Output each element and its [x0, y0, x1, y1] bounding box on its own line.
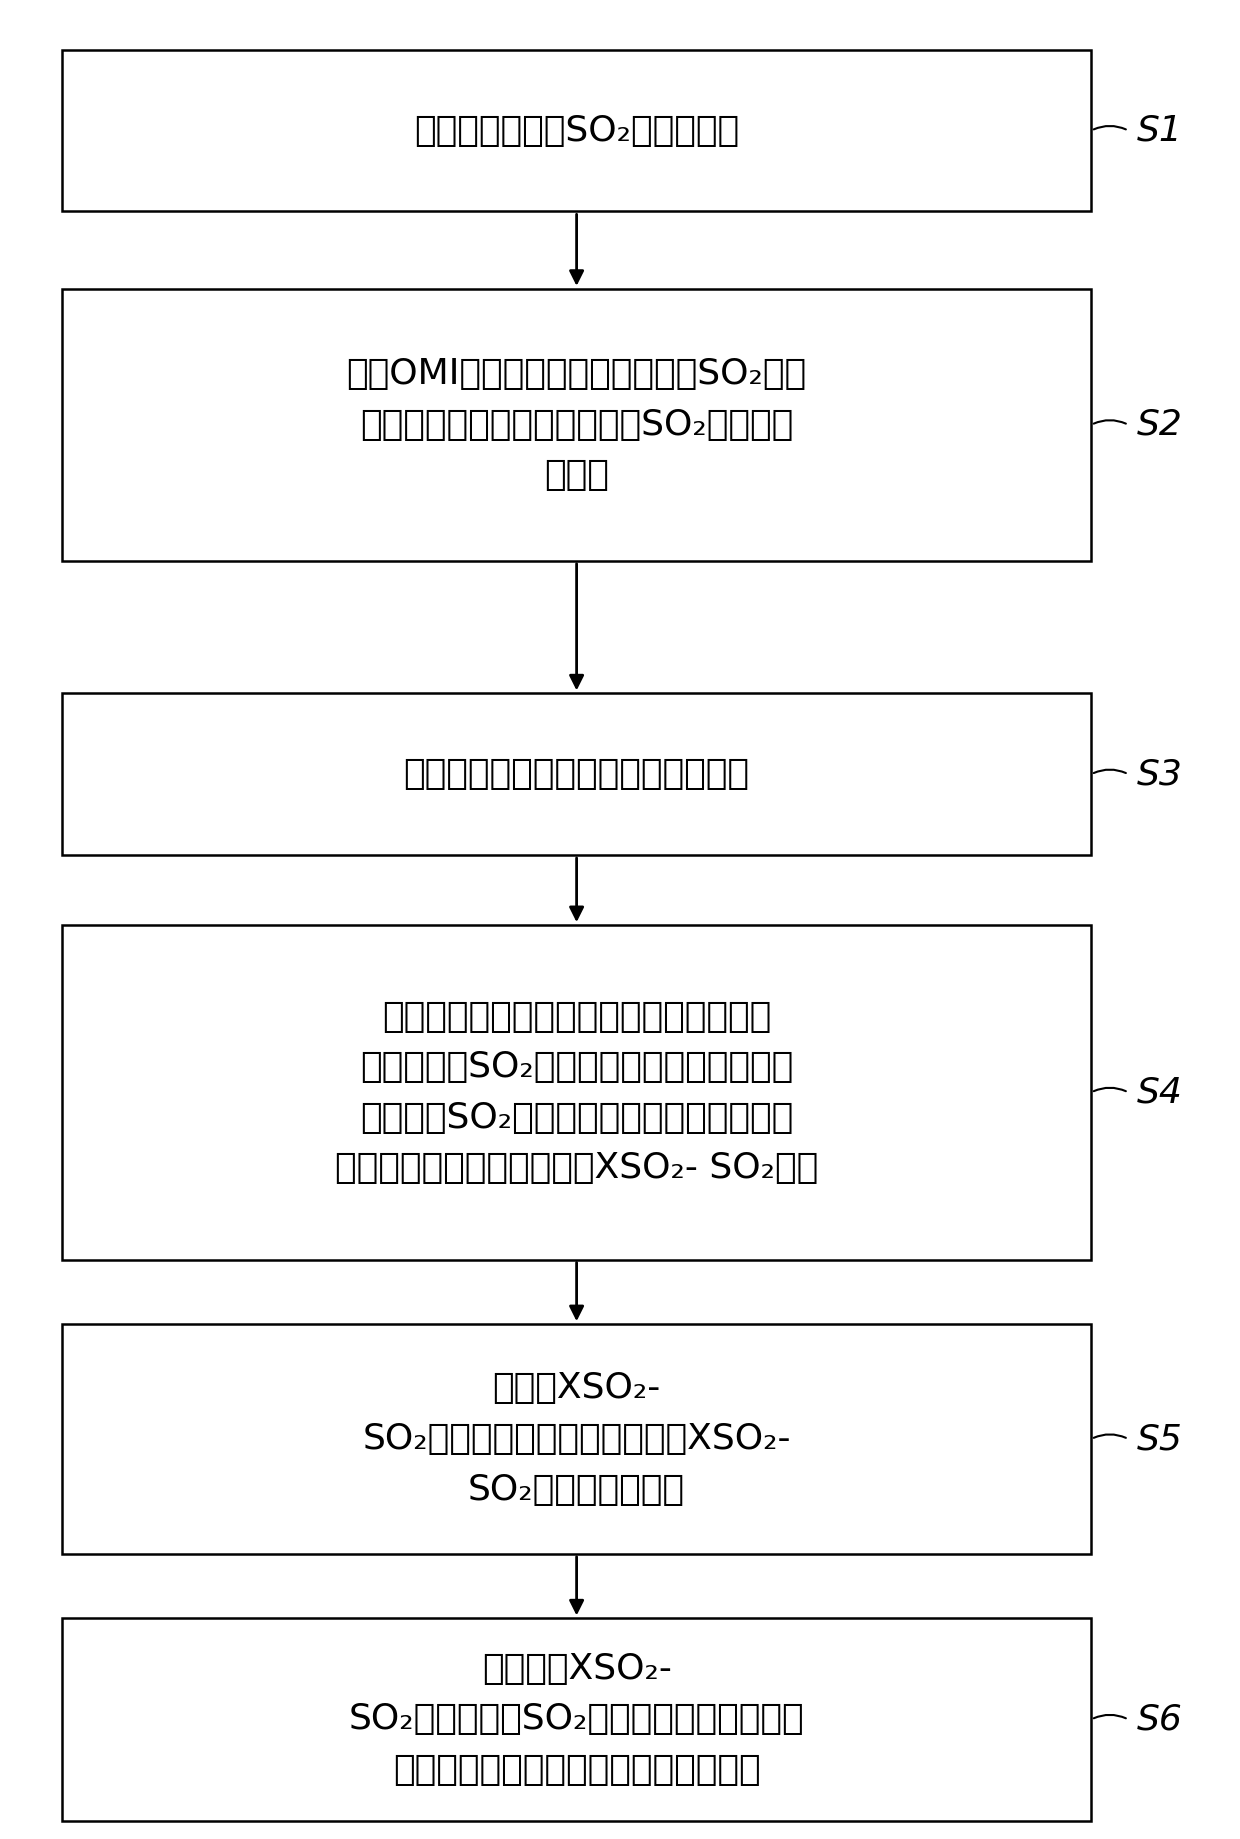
- Text: 监测进行匹配，构建单月的XSO₂- SO₂模型: 监测进行匹配，构建单月的XSO₂- SO₂模型: [335, 1151, 818, 1184]
- Text: S5: S5: [1137, 1422, 1182, 1456]
- Bar: [62, 693, 1091, 855]
- Bar: [62, 50, 1091, 211]
- Text: 获取地面监测站SO₂月浓度数据: 获取地面监测站SO₂月浓度数据: [414, 114, 739, 147]
- Bar: [62, 289, 1091, 561]
- Text: S4: S4: [1137, 1076, 1182, 1109]
- Text: 除量纲: 除量纲: [544, 458, 609, 493]
- Text: SO₂模型进行拟合，并衡量所述XSO₂-: SO₂模型进行拟合，并衡量所述XSO₂-: [362, 1422, 791, 1456]
- Text: SO₂模型对近地SO₂浓度时空分布进行模拟: SO₂模型对近地SO₂浓度时空分布进行模拟: [348, 1703, 805, 1736]
- Text: S2: S2: [1137, 408, 1182, 441]
- Text: SO₂模型拟合优良性: SO₂模型拟合优良性: [467, 1473, 684, 1506]
- Text: 通过OMI传感器获得的大气对流层SO₂柱浓: 通过OMI传感器获得的大气对流层SO₂柱浓: [346, 357, 807, 392]
- Text: 获取气象站位置信息和气象监测数据: 获取气象站位置信息和气象监测数据: [403, 758, 750, 791]
- Text: 利用所述XSO₂-: 利用所述XSO₂-: [481, 1651, 672, 1686]
- Bar: [62, 925, 1091, 1260]
- Bar: [62, 1618, 1091, 1821]
- Bar: [62, 1324, 1091, 1554]
- Text: 地面监测站SO₂月浓度数据、对应月份消除: 地面监测站SO₂月浓度数据、对应月份消除: [360, 1050, 794, 1083]
- Text: ，回归映射估算出近地面二氧化硫浓度: ，回归映射估算出近地面二氧化硫浓度: [393, 1753, 760, 1788]
- Text: 度数据，并将所述大气对流层SO₂柱浓度消: 度数据，并将所述大气对流层SO₂柱浓度消: [360, 408, 794, 441]
- Text: 量纲后的SO₂柱浓度数据和对应月份的气象: 量纲后的SO₂柱浓度数据和对应月份的气象: [360, 1102, 794, 1135]
- Text: 对所述XSO₂-: 对所述XSO₂-: [492, 1372, 661, 1405]
- Text: S3: S3: [1137, 758, 1182, 791]
- Text: S6: S6: [1137, 1703, 1182, 1736]
- Text: 基于中国月尺度数据进行建模，并将所述: 基于中国月尺度数据进行建模，并将所述: [382, 1000, 771, 1034]
- Text: S1: S1: [1137, 114, 1182, 147]
